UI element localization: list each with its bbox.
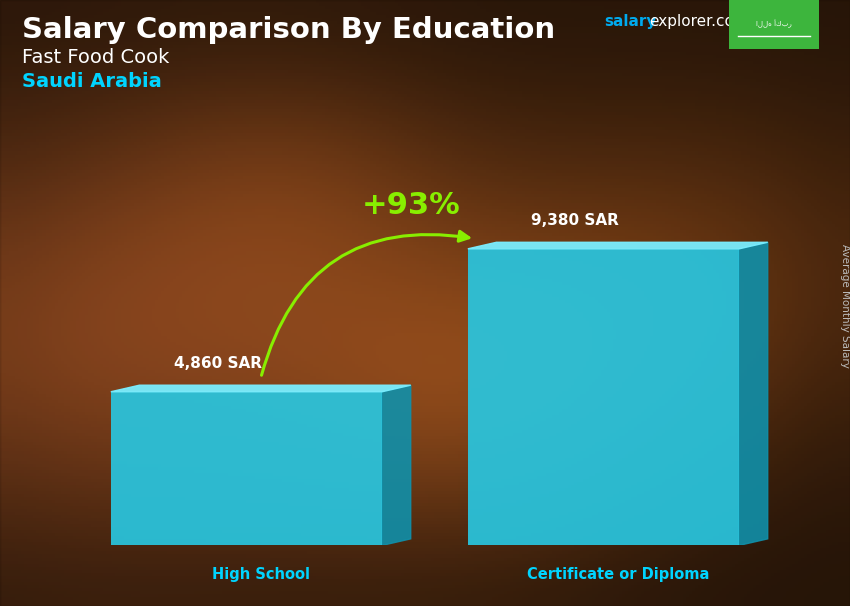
Text: الله أكبر: الله أكبر — [756, 20, 792, 28]
Bar — [468, 249, 740, 545]
Text: High School: High School — [212, 567, 309, 582]
Polygon shape — [382, 385, 411, 545]
Text: Fast Food Cook: Fast Food Cook — [22, 48, 169, 67]
Text: 4,860 SAR: 4,860 SAR — [174, 356, 262, 371]
FancyBboxPatch shape — [729, 0, 819, 49]
Text: Certificate or Diploma: Certificate or Diploma — [527, 567, 709, 582]
Text: 9,380 SAR: 9,380 SAR — [531, 213, 619, 228]
Text: Saudi Arabia: Saudi Arabia — [22, 72, 162, 91]
Polygon shape — [110, 385, 411, 391]
Polygon shape — [468, 242, 768, 249]
Text: Salary Comparison By Education: Salary Comparison By Education — [22, 16, 555, 44]
Polygon shape — [740, 242, 768, 545]
Text: +93%: +93% — [361, 191, 460, 221]
Text: explorer.com: explorer.com — [649, 14, 749, 29]
Text: Average Monthly Salary: Average Monthly Salary — [840, 244, 850, 368]
Bar — [110, 391, 382, 545]
Text: salary: salary — [604, 14, 656, 29]
